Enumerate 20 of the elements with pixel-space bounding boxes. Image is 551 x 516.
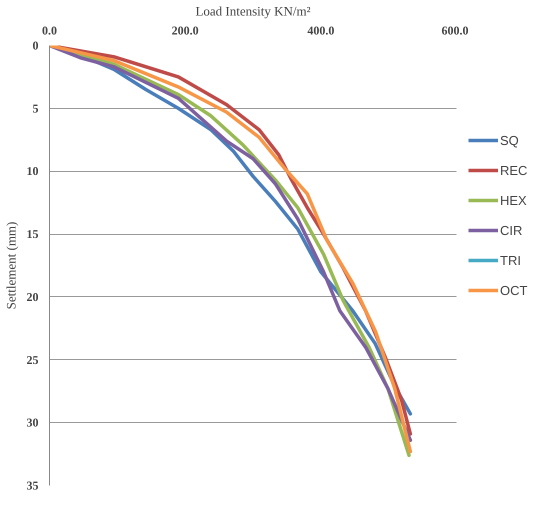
y-tick-label: 35	[26, 478, 38, 492]
y-tick-label: 25	[26, 352, 38, 367]
y-axis-title: Settlement (mm)	[4, 222, 18, 310]
y-tick-label: 15	[26, 227, 38, 242]
y-tick-label: 0	[32, 38, 38, 52]
legend-label: OCT	[500, 282, 528, 298]
x-tick-label: 600.0	[442, 24, 468, 38]
legend-label: REC	[500, 162, 528, 178]
legend-label: SQ	[500, 132, 520, 148]
x-tick-label: 200.0	[172, 24, 199, 38]
legend-label: HEX	[500, 192, 527, 208]
y-tick-label: 10	[26, 164, 38, 178]
y-tick-label: 5	[32, 101, 38, 116]
y-tick-label: 20	[26, 290, 38, 304]
legend-label: CIR	[500, 222, 522, 238]
x-tick-label: 0.0	[42, 24, 57, 38]
x-axis-title: Load Intensity KN/m²	[195, 4, 311, 18]
x-tick-label: 400.0	[307, 24, 334, 38]
y-tick-label: 30	[26, 416, 38, 430]
legend-label: TRI	[500, 252, 521, 268]
